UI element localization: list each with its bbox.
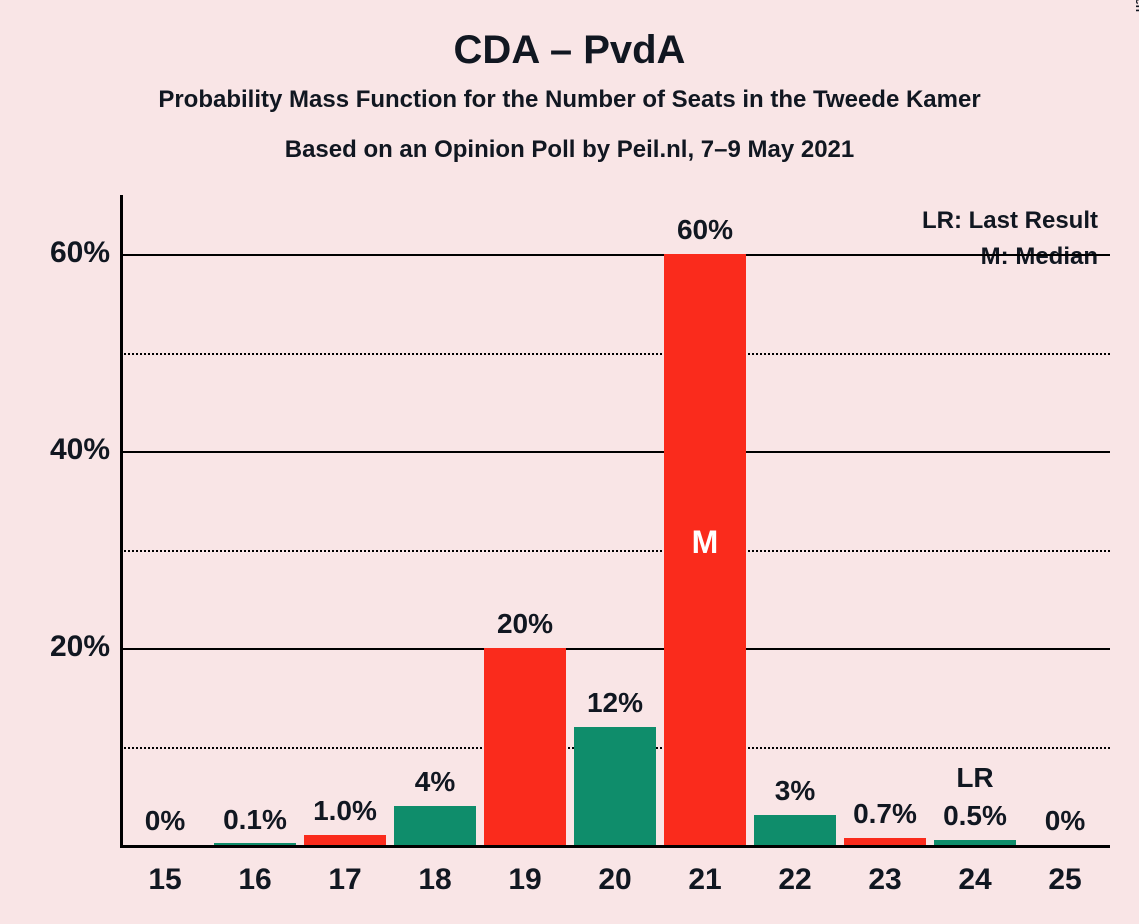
plot-area: LR: Last Result M: Median 0%0.1%1.0%4%20… (120, 205, 1110, 845)
bar (844, 838, 927, 845)
bar (754, 815, 837, 845)
bar-value-label: 0.7% (840, 798, 930, 830)
y-axis (120, 195, 123, 845)
x-axis-tick-label: 15 (120, 863, 210, 897)
x-axis-tick-label: 21 (660, 863, 750, 897)
x-axis (120, 845, 1110, 848)
grid-line-minor (120, 550, 1110, 552)
x-axis-tick-label: 20 (570, 863, 660, 897)
bar (394, 806, 477, 845)
copyright-text: © 2021 Filip van Laenen (1133, 0, 1139, 12)
x-axis-tick-label: 24 (930, 863, 1020, 897)
bar-value-label: 60% (660, 214, 750, 246)
legend-median: M: Median (981, 243, 1098, 271)
chart-canvas: © 2021 Filip van Laenen CDA – PvdA Proba… (0, 0, 1139, 924)
x-axis-tick-label: 18 (390, 863, 480, 897)
grid-line-major (120, 451, 1110, 453)
bar-value-label: 4% (390, 766, 480, 798)
grid-line-major (120, 648, 1110, 650)
bar-value-label: 12% (570, 687, 660, 719)
median-annotation: M (664, 524, 747, 561)
x-axis-tick-label: 23 (840, 863, 930, 897)
grid-line-major (120, 254, 1110, 256)
x-axis-tick-label: 17 (300, 863, 390, 897)
y-axis-tick-label: 60% (20, 236, 110, 270)
bar-value-label: 0.1% (210, 804, 300, 836)
grid-line-minor (120, 353, 1110, 355)
bar-extra-label: LR (930, 762, 1020, 794)
bar (934, 840, 1017, 845)
x-axis-tick-label: 16 (210, 863, 300, 897)
bar (214, 843, 297, 845)
bar-value-label: 1.0% (300, 795, 390, 827)
x-axis-tick-label: 22 (750, 863, 840, 897)
bar-value-label: 0% (1020, 805, 1110, 837)
x-axis-tick-label: 25 (1020, 863, 1110, 897)
bar-value-label: 20% (480, 608, 570, 640)
bar-value-label: 0% (120, 805, 210, 837)
chart-subtitle-1: Probability Mass Function for the Number… (0, 86, 1139, 114)
legend-last-result: LR: Last Result (922, 207, 1098, 235)
y-axis-tick-label: 20% (20, 630, 110, 664)
chart-title: CDA – PvdA (0, 28, 1139, 73)
y-axis-tick-label: 40% (20, 433, 110, 467)
bar-value-label: 3% (750, 775, 840, 807)
chart-subtitle-2: Based on an Opinion Poll by Peil.nl, 7–9… (0, 136, 1139, 164)
bar (574, 727, 657, 845)
bar (484, 648, 567, 845)
bar (304, 835, 387, 845)
bar-value-label: 0.5% (930, 800, 1020, 832)
x-axis-tick-label: 19 (480, 863, 570, 897)
